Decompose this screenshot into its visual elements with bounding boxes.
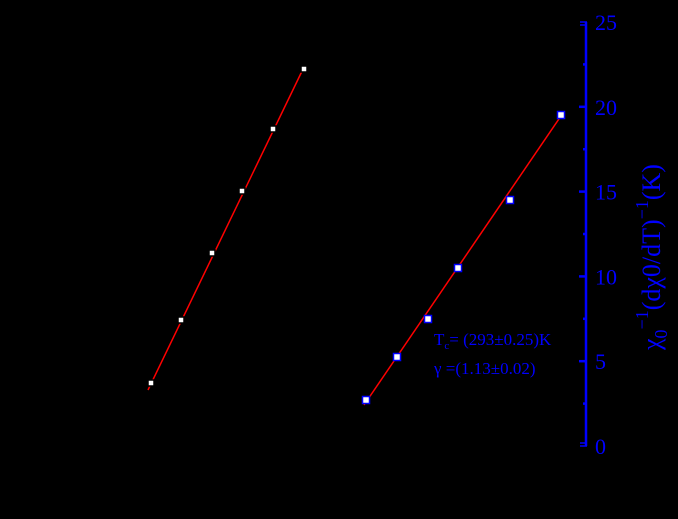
annotation-tc-T: T [434,330,445,349]
tick-label: 0 [595,434,606,459]
ylabel-sup1: −1 [632,310,652,329]
annotation-tc-sub: c [444,340,449,352]
ylabel-sub: 0 [651,329,671,338]
fit-line-left-series [147,66,305,391]
data-point-marker [453,263,463,273]
annotation-gamma: γ =(1.13±0.02) [433,359,536,378]
data-point-marker [300,65,308,73]
data-point-marker [208,249,216,257]
data-point-marker [269,125,277,133]
data-point-marker [177,316,185,324]
data-point-marker [147,379,155,387]
data-point-marker [556,110,566,120]
tick-label: 20 [595,95,617,120]
ylabel-mid: (dχ0/dT) [637,219,666,310]
data-point-marker [238,187,246,195]
right-axis-tick-labels: 0 5 10 15 20 25 [595,10,617,459]
right-axis-ticks [579,63,586,405]
data-points-right-series [361,110,566,405]
right-axis-title: χ0−1(dχ0/dT)−1(K) [632,164,671,351]
data-point-marker [392,352,402,362]
tick-label: 25 [595,10,617,35]
ylabel-sup2: −1 [632,200,652,219]
svg-text:χ0−1(dχ0/dT)−1(K): χ0−1(dχ0/dT)−1(K) [632,164,671,351]
annotation-tc-value: = (293±0.25)K [449,330,552,349]
tick-label: 15 [595,180,617,205]
data-point-marker [361,395,371,405]
annotation-tc: Tc= (293±0.25)K [434,330,552,352]
ylabel-chi: χ [637,338,666,351]
data-points-left-series [147,65,308,387]
data-point-marker [505,195,515,205]
right-y-axis: 0 5 10 15 20 25 [579,10,617,459]
tick-label: 5 [595,349,606,374]
data-point-marker [423,314,433,324]
tick-label: 10 [595,264,617,289]
ylabel-tail: (K) [637,164,666,200]
